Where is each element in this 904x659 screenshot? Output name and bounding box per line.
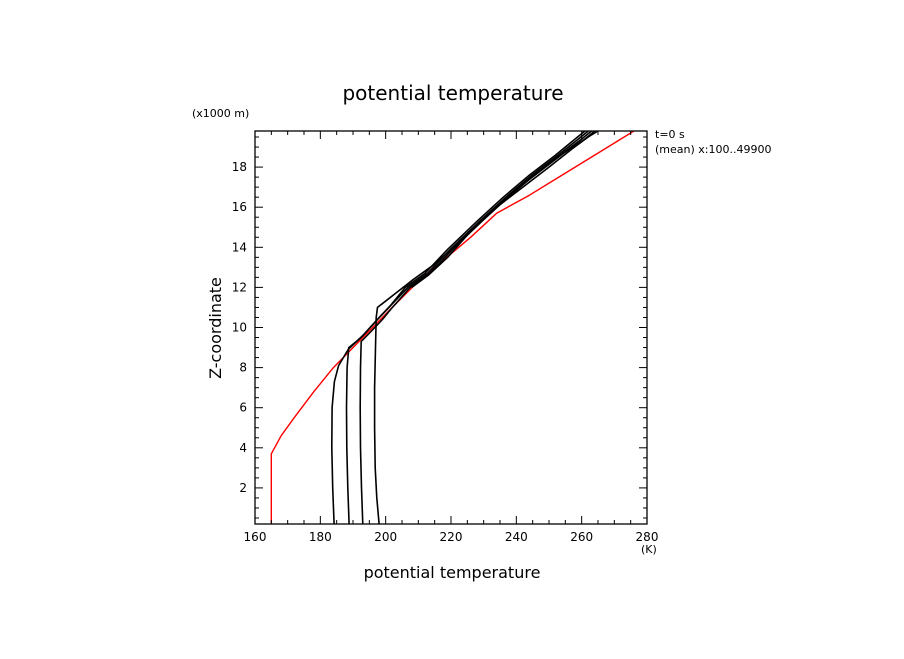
x-tick-label: 220 [440, 530, 463, 544]
y-tick-label: 14 [232, 240, 247, 254]
y-tick-label: 16 [232, 200, 247, 214]
y-tick-label: 4 [239, 441, 247, 455]
series-line-profile-4 [373, 131, 596, 524]
y-axis-title: Z-coordinate [206, 277, 225, 379]
x-axis-title: potential temperature [364, 563, 541, 582]
chart-title: potential temperature [342, 81, 563, 105]
y-axis-unit: (x1000 m) [192, 107, 249, 120]
x-axis-unit: (K) [641, 543, 657, 556]
annotation-time: t=0 s [655, 128, 685, 141]
x-tick-label: 180 [309, 530, 332, 544]
series-line-profile-3 [359, 131, 593, 524]
plot-frame [254, 130, 648, 525]
plot-area: 160 180 200 220 240 260 280 2 4 6 8 10 12 14 16 18 [232, 130, 659, 544]
series-line-mean [270, 131, 635, 524]
y-tick-label: 6 [239, 401, 247, 415]
series-line-profile-2 [345, 131, 589, 524]
y-tick-label: 18 [232, 160, 247, 174]
x-tick-label: 240 [505, 530, 528, 544]
series-line-profile-5 [411, 131, 599, 289]
y-tick-label: 10 [232, 321, 247, 335]
annotation-mean: (mean) x:100..49900 [655, 143, 771, 156]
y-tick-label: 8 [239, 361, 247, 375]
x-tick-label: 280 [636, 530, 659, 544]
x-tick-label: 200 [374, 530, 397, 544]
y-tick-label: 12 [232, 280, 247, 294]
y-tick-label: 2 [239, 481, 247, 495]
x-tick-label: 260 [570, 530, 593, 544]
x-tick-label: 160 [244, 530, 267, 544]
